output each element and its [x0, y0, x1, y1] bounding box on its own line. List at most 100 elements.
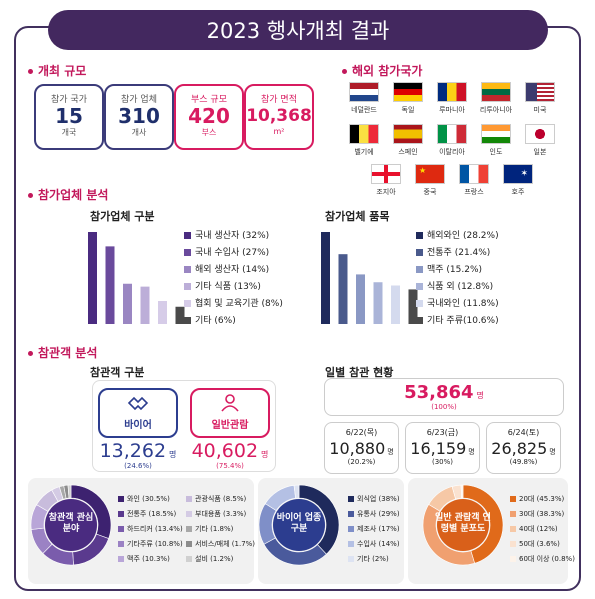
stat-label: 참가 업체 — [121, 95, 157, 105]
flag-icon — [481, 124, 511, 144]
daily-total-card: 53,864 명 (100%) — [324, 378, 564, 416]
legend-label: 맥주 (15.2%) — [427, 265, 483, 275]
legend-item: 30대 (38.3%) — [510, 509, 564, 519]
legend-label: 설비 (1.2%) — [195, 555, 234, 563]
bar — [158, 301, 167, 324]
legend-swatch — [186, 541, 192, 547]
visitor-type-title: 참관객 구분 — [90, 366, 145, 379]
daily-total-unit: 명 — [476, 391, 484, 400]
legend-swatch — [348, 511, 354, 517]
bar — [356, 274, 365, 324]
flag-icon — [349, 82, 379, 102]
donut-slice — [67, 484, 72, 499]
legend-swatch — [186, 496, 192, 502]
star-icon: ★ — [419, 166, 427, 175]
bar — [321, 232, 330, 324]
flag-icon: ✶ — [503, 164, 533, 184]
flag-icon — [525, 124, 555, 144]
legend-swatch — [416, 317, 423, 324]
legend-item: 기타 (6%) — [184, 313, 236, 326]
donut-center — [273, 499, 325, 551]
day-card: 6/22(목) 10,880 명 (20.2%) — [324, 422, 399, 474]
flag-icon — [525, 82, 555, 102]
legend-item: 제조사 (17%) — [348, 524, 400, 534]
donut-slice — [293, 484, 300, 499]
bar — [88, 232, 97, 324]
bar — [140, 286, 150, 324]
legend-label: 맥주 (10.3%) — [127, 555, 170, 563]
day-value: 10,880 — [329, 439, 386, 458]
companies-section-label: 참가업체 분석 — [28, 186, 108, 203]
flag-name: 스페인 — [398, 148, 418, 156]
legend-swatch — [510, 511, 516, 517]
day-date: 6/23(금) — [426, 428, 459, 437]
stat-unit: 부스 — [201, 128, 217, 137]
legend-label: 30대 (38.3%) — [519, 510, 565, 518]
legend-item: 기타 식품 (13%) — [184, 279, 261, 292]
legend-item: 국내 생산자 (32%) — [184, 228, 269, 241]
stat-box: 참가 업체 310 개사 — [104, 84, 174, 150]
flag-name: 중국 — [423, 188, 437, 196]
legend-item: 기타 (1.8%) — [186, 524, 233, 534]
day-pct: (30%) — [431, 458, 454, 466]
legend-swatch — [416, 283, 423, 290]
bar — [338, 254, 348, 324]
buyer-industry-donut-label: 바이어 업종 구분 — [276, 513, 322, 534]
bar — [408, 289, 418, 324]
legend-swatch — [510, 556, 516, 562]
legend-item: 40대 (12%) — [510, 524, 558, 534]
flag-name: 리투아니아 — [479, 106, 513, 114]
legend-item: 20대 (45.3%) — [510, 494, 564, 504]
legend-item: 수입사 (14%) — [348, 539, 400, 549]
legend-swatch — [186, 556, 192, 562]
person-icon — [221, 394, 239, 412]
legend-label: 유통사 (29%) — [357, 510, 400, 518]
buyer-box: 바이어 — [98, 388, 178, 438]
legend-swatch — [416, 232, 423, 239]
stat-value: 310 — [118, 104, 160, 128]
flag-icon — [349, 124, 379, 144]
stat-label: 참가 국가 — [51, 95, 87, 105]
legend-label: 하드리커 (13.4%) — [127, 525, 183, 533]
stat-unit: 개사 — [131, 128, 147, 137]
legend-label: 수입사 (14%) — [357, 540, 400, 548]
buyer-label: 바이어 — [124, 420, 152, 431]
flag-name: 벨기에 — [354, 148, 374, 156]
legend-label: 전통주 (18.5%) — [127, 510, 177, 518]
buyer-count: 13,262 명 (24.6%) — [99, 440, 177, 470]
age-donut-chart — [422, 484, 504, 566]
legend-item: 기타 (2%) — [348, 554, 389, 564]
bar — [175, 306, 185, 324]
legend-swatch — [184, 317, 191, 324]
flag-icon: ★ — [415, 164, 445, 184]
legend-swatch — [186, 526, 192, 532]
stat-unit: 개국 — [61, 128, 77, 137]
legend-item: 유통사 (29%) — [348, 509, 400, 519]
legend-label: 기타 (2%) — [357, 555, 389, 563]
legend-item: 서비스/매체 (1.7%) — [186, 539, 255, 549]
day-card: 6/24(토) 26,825 명 (49.8%) — [486, 422, 561, 474]
legend-item: 식품 외 (12.8%) — [416, 279, 493, 292]
legend-swatch — [510, 541, 516, 547]
legend-item: 하드리커 (13.4%) — [118, 524, 183, 534]
legend-swatch — [510, 526, 516, 532]
legend-label: 국내와인 (11.8%) — [427, 299, 499, 309]
legend-item: 50대 (3.6%) — [510, 539, 560, 549]
company-type-title: 참가업체 구분 — [90, 210, 155, 223]
legend-swatch — [118, 511, 124, 517]
company-items-title: 참가업체 품목 — [325, 210, 390, 223]
legend-label: 외식업 (38%) — [357, 495, 400, 503]
legend-item: 해외와인 (28.2%) — [416, 228, 499, 241]
flag-name: 일본 — [533, 148, 547, 156]
daily-visitors-title: 일별 참관 현황 — [325, 366, 394, 379]
legend-label: 50대 (3.6%) — [519, 540, 560, 548]
flag-icon — [437, 124, 467, 144]
stat-label: 부스 규모 — [191, 95, 227, 105]
day-value: 16,159 — [410, 439, 467, 458]
day-date: 6/22(목) — [345, 428, 378, 437]
day-unit: 명 — [468, 448, 475, 456]
general-visitor-label: 일반관람 — [211, 420, 249, 431]
legend-label: 기타 (1.8%) — [195, 525, 234, 533]
legend-item: 부대용품 (3.3%) — [186, 509, 246, 519]
legend-label: 국내 생산자 (32%) — [195, 231, 270, 241]
